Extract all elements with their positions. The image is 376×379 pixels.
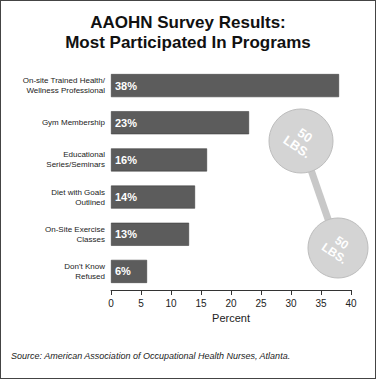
svg-text:Gym Membership: Gym Membership — [42, 118, 106, 127]
svg-text:20: 20 — [225, 298, 237, 309]
svg-text:LBS.: LBS. — [319, 240, 349, 267]
svg-text:Wellness Professional: Wellness Professional — [26, 86, 105, 95]
svg-text:Don't Know: Don't Know — [64, 262, 105, 271]
svg-text:Diet with Goals: Diet with Goals — [51, 188, 105, 197]
svg-text:38%: 38% — [115, 80, 137, 92]
svg-text:0: 0 — [108, 298, 114, 309]
svg-text:5: 5 — [138, 298, 144, 309]
svg-text:Series/Seminars: Series/Seminars — [46, 160, 105, 169]
svg-text:On-Site Exercise: On-Site Exercise — [45, 225, 106, 234]
svg-text:25: 25 — [255, 298, 267, 309]
svg-text:10: 10 — [165, 298, 177, 309]
svg-text:Educational: Educational — [63, 150, 105, 159]
svg-text:50: 50 — [332, 233, 352, 253]
svg-text:50: 50 — [294, 125, 316, 146]
svg-text:Source: American Association o: Source: American Association of Occupati… — [11, 351, 290, 361]
svg-text:Percent: Percent — [212, 312, 250, 324]
svg-text:Refused: Refused — [75, 272, 105, 281]
svg-text:35: 35 — [315, 298, 327, 309]
svg-text:15: 15 — [195, 298, 207, 309]
svg-text:13%: 13% — [115, 228, 137, 240]
svg-text:14%: 14% — [115, 191, 137, 203]
svg-text:23%: 23% — [115, 117, 137, 129]
svg-text:Classes: Classes — [77, 235, 105, 244]
svg-text:6%: 6% — [115, 265, 131, 277]
svg-text:40: 40 — [345, 298, 357, 309]
svg-text:On-site Trained Health/: On-site Trained Health/ — [23, 76, 106, 85]
svg-text:Most Participated In Programs: Most Participated In Programs — [65, 33, 311, 52]
svg-text:30: 30 — [285, 298, 297, 309]
svg-text:LBS.: LBS. — [281, 132, 314, 161]
svg-text:Outlined: Outlined — [75, 198, 105, 207]
svg-text:16%: 16% — [115, 154, 137, 166]
svg-text:AAOHN Survey Results:: AAOHN Survey Results: — [90, 13, 286, 32]
